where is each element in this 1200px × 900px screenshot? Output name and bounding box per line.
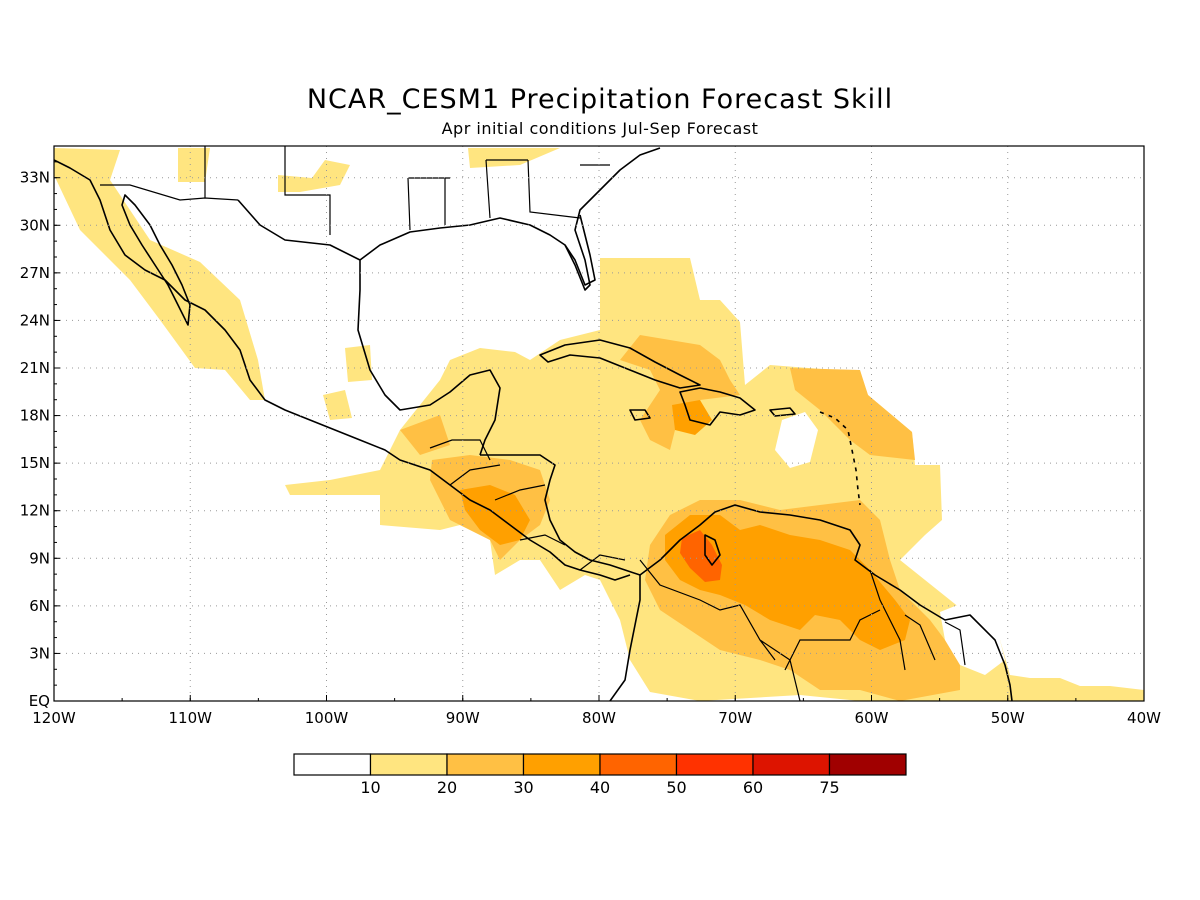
chart-subtitle: Apr initial conditions Jul-Sep Forecast	[441, 119, 759, 138]
lat-tick-label: 33N	[20, 169, 50, 187]
skill-shading	[54, 148, 1144, 701]
colorbar-swatch	[675, 753, 754, 776]
colorbar-swatch	[446, 753, 525, 776]
colorbar-label: 75	[819, 778, 839, 797]
colorbar-label: 20	[437, 778, 457, 797]
lon-tick-label: 90W	[446, 709, 480, 727]
skill-level-30	[460, 400, 910, 650]
border-south-america	[639, 559, 966, 701]
longitude-axis: 120W 110W 100W 90W 80W 70W 60W 50W 40W	[32, 695, 1161, 727]
latitude-axis: EQ 3N 6N 9N 12N 15N 18N 21N 24N 27N 30N 33N	[20, 145, 60, 710]
coastline-jamaica	[629, 409, 651, 421]
coastlines	[54, 147, 1013, 701]
coastline-gulf-of-mexico	[237, 147, 661, 456]
skill-area-north-mexico	[54, 148, 265, 400]
colorbar-swatch	[522, 753, 601, 776]
lat-tick-label: 18N	[20, 407, 50, 425]
colorbar-label: 10	[360, 778, 380, 797]
skill-area-florida-bahamas	[285, 258, 1144, 701]
colorbar-swatch	[752, 753, 831, 776]
coastline-maracaibo-lake	[704, 534, 721, 566]
coastline-south-america-west	[609, 575, 641, 701]
lat-tick-label: 15N	[20, 454, 50, 472]
coastline-hispaniola	[679, 387, 756, 426]
colorbar-swatch	[369, 753, 448, 776]
low-skill-areas	[775, 412, 1005, 675]
colorbar-label: 40	[590, 778, 610, 797]
coastline-central-america-east	[480, 454, 641, 576]
lat-tick-label: 3N	[29, 644, 50, 662]
coastline-mexico-pacific	[54, 159, 631, 581]
lat-tick-label: 9N	[29, 549, 50, 567]
skill-area-southwest-us	[278, 160, 350, 192]
colorbar-swatch	[599, 753, 678, 776]
lon-tick-label: 40W	[1127, 709, 1161, 727]
skill-area-southeast-us	[468, 148, 560, 168]
lat-tick-label: 21N	[20, 359, 50, 377]
lon-tick-label: 100W	[305, 709, 349, 727]
lat-tick-label: 24N	[20, 311, 50, 329]
skill-area-maracaibo	[680, 530, 722, 582]
colorbar-swatch	[828, 753, 907, 776]
low-skill-area-east-caribbean	[775, 412, 818, 468]
low-skill-area-guiana	[940, 600, 1005, 675]
skill-area-colombia-venezuela	[665, 515, 910, 650]
lat-tick-label: 6N	[29, 597, 50, 615]
lon-tick-label: 60W	[855, 709, 889, 727]
skill-area-nicaragua	[460, 485, 530, 545]
border-us-mexico	[100, 184, 239, 201]
lat-tick-label: EQ	[29, 692, 50, 710]
coastline-puerto-rico	[769, 407, 796, 417]
coastline-south-america-north	[639, 504, 1013, 701]
skill-area-gulf-west	[323, 390, 352, 420]
colorbar-label: 60	[743, 778, 763, 797]
lon-tick-label: 110W	[169, 709, 213, 727]
border-central-america	[429, 439, 626, 571]
skill-level-10	[54, 148, 1144, 701]
coastline-cuba	[539, 339, 701, 389]
lon-tick-label: 80W	[582, 709, 616, 727]
political-borders	[100, 146, 966, 701]
lat-tick-label: 12N	[20, 502, 50, 520]
coastline-lesser-antilles	[819, 411, 861, 506]
colorbar-swatch	[293, 753, 372, 776]
coastline-baja	[121, 194, 191, 326]
colorbar: 10 20 30 40 50 60 75	[293, 753, 907, 797]
coastline-florida	[564, 214, 596, 286]
lon-tick-label: 50W	[991, 709, 1025, 727]
lat-tick-label: 27N	[20, 264, 50, 282]
lon-tick-label: 120W	[32, 709, 76, 727]
skill-area-caribbean-east	[790, 368, 915, 460]
border-us-states	[204, 146, 610, 235]
lon-tick-label: 70W	[718, 709, 752, 727]
skill-level-40	[680, 530, 722, 582]
skill-area-texas	[178, 148, 210, 182]
map-gridlines	[54, 146, 1144, 701]
lat-tick-label: 30N	[20, 216, 50, 234]
colorbar-label: 30	[513, 778, 533, 797]
chart-title: NCAR_CESM1 Precipitation Forecast Skill	[306, 84, 894, 115]
colorbar-label: 50	[666, 778, 686, 797]
skill-area-haiti	[672, 400, 712, 435]
